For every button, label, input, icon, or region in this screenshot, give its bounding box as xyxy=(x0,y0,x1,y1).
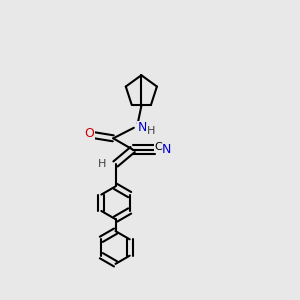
Text: C: C xyxy=(154,142,162,152)
Text: H: H xyxy=(146,126,155,136)
Text: H: H xyxy=(98,159,106,169)
Text: N: N xyxy=(138,121,147,134)
Text: N: N xyxy=(162,143,171,156)
Text: O: O xyxy=(84,127,94,140)
